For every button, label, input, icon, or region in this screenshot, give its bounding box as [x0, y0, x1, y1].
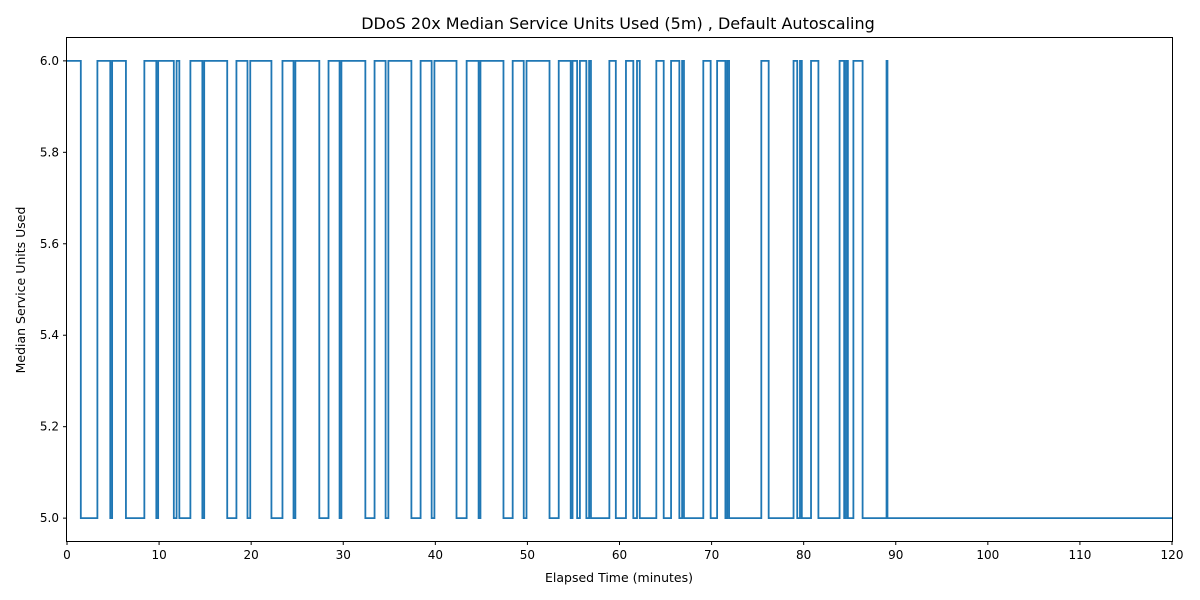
x-tick-label: 100: [976, 548, 999, 562]
x-axis-label: Elapsed Time (minutes): [545, 570, 693, 585]
x-tick-label: 20: [244, 548, 259, 562]
y-tick-label: 5.6: [40, 237, 59, 251]
x-tick-label: 120: [1161, 548, 1184, 562]
y-axis: 5.0 5.2 5.4 5.6 5.8 6.0: [40, 54, 67, 525]
x-tick-label: 10: [151, 548, 166, 562]
x-tick-label: 80: [796, 548, 811, 562]
y-tick-label: 5.0: [40, 511, 59, 525]
x-tick-label: 70: [704, 548, 719, 562]
x-tick-label: 0: [63, 548, 71, 562]
x-tick-label: 30: [336, 548, 351, 562]
plot-area: [67, 59, 1172, 520]
y-tick-label: 5.4: [40, 328, 59, 342]
x-tick-label: 90: [888, 548, 903, 562]
y-tick-label: 6.0: [40, 54, 59, 68]
y-axis-label: Median Service Units Used: [13, 207, 28, 374]
x-tick-label: 60: [612, 548, 627, 562]
series-line: [67, 59, 1172, 520]
x-tick-label: 40: [428, 548, 443, 562]
y-tick-label: 5.2: [40, 420, 59, 434]
x-tick-label: 50: [520, 548, 535, 562]
y-tick-label: 5.8: [40, 145, 59, 159]
x-tick-label: 110: [1068, 548, 1091, 562]
x-axis: 0 10 20 30 40 50 60 70 80 90 100 110 120: [63, 541, 1183, 562]
chart-title: DDoS 20x Median Service Units Used (5m) …: [361, 14, 875, 33]
